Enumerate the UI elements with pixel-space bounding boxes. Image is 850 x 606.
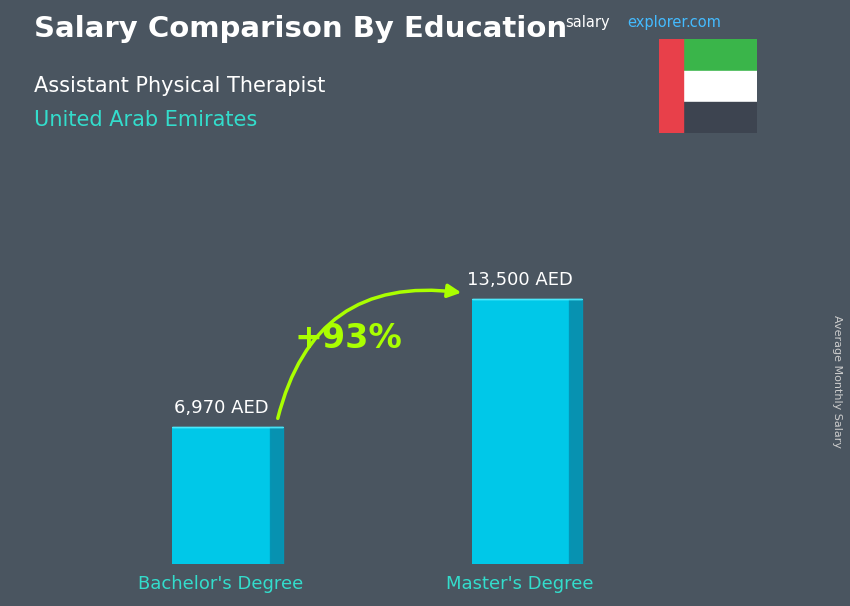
Polygon shape — [269, 427, 283, 564]
FancyBboxPatch shape — [472, 299, 569, 564]
Bar — [683, 39, 756, 71]
Text: Salary Comparison By Education: Salary Comparison By Education — [34, 15, 567, 43]
Text: .com: .com — [685, 15, 721, 30]
Text: salary: salary — [565, 15, 609, 30]
Text: Average Monthly Salary: Average Monthly Salary — [832, 315, 842, 448]
Text: +93%: +93% — [294, 322, 402, 355]
FancyBboxPatch shape — [173, 427, 269, 564]
Polygon shape — [569, 299, 582, 564]
Text: United Arab Emirates: United Arab Emirates — [34, 110, 258, 130]
Bar — [683, 102, 756, 133]
Bar — [683, 71, 756, 102]
Text: 13,500 AED: 13,500 AED — [468, 271, 573, 289]
Text: 6,970 AED: 6,970 AED — [173, 399, 269, 417]
Text: explorer: explorer — [627, 15, 688, 30]
Text: Assistant Physical Therapist: Assistant Physical Therapist — [34, 76, 326, 96]
Bar — [659, 39, 683, 133]
